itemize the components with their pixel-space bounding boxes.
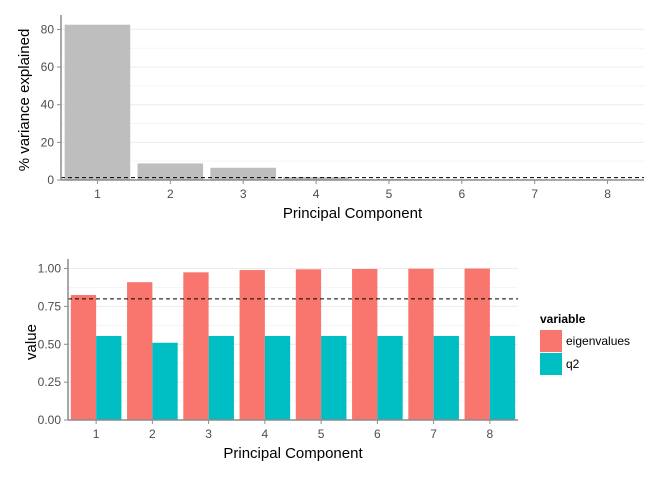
p2-y-axis-title: value — [23, 324, 40, 360]
p1-y-axis-title: % variance explained — [16, 29, 33, 172]
p1-x-tick-label: 4 — [313, 187, 320, 201]
eigenvalues-q2-chart: 0.00 0.25 0.50 0.75 1.00 1 2 3 4 5 6 7 8 Principal … — [23, 259, 630, 462]
legend-label-q2: q2 — [566, 357, 580, 371]
variance-explained-chart: 0 20 40 60 80 1 2 3 4 5 6 7 8 Principal Component %… — [16, 15, 644, 222]
p1-bar — [137, 163, 204, 180]
p1-x-tick-label: 6 — [458, 187, 465, 201]
p1-x-tick-label: 3 — [240, 187, 247, 201]
p2-bar-q2 — [208, 335, 234, 420]
p2-x-tick-label: 6 — [374, 427, 381, 441]
p2-bar-eigenvalues — [239, 270, 265, 420]
p1-x-tick-label: 7 — [531, 187, 538, 201]
p2-x-tick-label: 2 — [149, 427, 156, 441]
p2-x-tick-label: 3 — [205, 427, 212, 441]
p2-bar-q2 — [321, 335, 347, 420]
p1-x-ticks: 1 2 3 4 5 6 7 8 — [94, 180, 611, 201]
p2-y-tick-label: 0.50 — [38, 337, 62, 351]
p1-bar — [210, 167, 276, 180]
p2-x-tick-label: 5 — [318, 427, 325, 441]
p2-y-tick-label: 0.75 — [38, 299, 62, 313]
p2-bar-q2 — [152, 342, 178, 420]
p2-x-axis-title: Principal Component — [223, 445, 363, 462]
legend-swatch-eigenvalues — [540, 330, 562, 352]
p2-bar-q2 — [264, 335, 291, 420]
p2-x-tick-label: 8 — [487, 427, 494, 441]
p1-y-ticks: 0 20 40 60 80 — [41, 22, 61, 187]
p1-bars — [64, 24, 641, 180]
p1-bar — [283, 177, 349, 180]
p1-x-axis-title: Principal Component — [283, 205, 423, 222]
p1-x-tick-label: 8 — [604, 187, 611, 201]
p2-bar-eigenvalues — [127, 282, 153, 420]
p2-y-tick-label: 1.00 — [38, 262, 62, 276]
p2-x-tick-label: 1 — [93, 427, 100, 441]
p2-bar-eigenvalues — [408, 268, 434, 420]
p2-bar-q2 — [433, 335, 459, 420]
p1-y-tick-label: 60 — [41, 60, 55, 74]
p2-x-ticks: 1 2 3 4 5 6 7 8 — [93, 420, 494, 441]
p1-x-tick-label: 2 — [167, 187, 174, 201]
p2-x-tick-label: 4 — [262, 427, 269, 441]
legend-items: eigenvalues q2 — [540, 330, 630, 375]
p2-x-tick-label: 7 — [430, 427, 437, 441]
p2-bar-eigenvalues — [295, 269, 322, 420]
legend-label-eigenvalues: eigenvalues — [566, 334, 630, 348]
p1-y-tick-label: 80 — [41, 22, 55, 36]
legend-swatch-q2 — [540, 353, 562, 375]
p1-x-tick-label: 1 — [94, 187, 101, 201]
legend: variable eigenvalues q2 — [540, 312, 630, 375]
legend-title: variable — [540, 312, 586, 326]
p2-bar-q2 — [96, 335, 122, 420]
p1-bar — [64, 24, 131, 180]
p2-bar-eigenvalues — [70, 295, 97, 420]
p2-bar-eigenvalues — [183, 272, 209, 420]
p2-y-ticks: 0.00 0.25 0.50 0.75 1.00 — [38, 262, 68, 427]
p1-y-tick-label: 20 — [41, 135, 55, 149]
p1-gridlines — [61, 28, 644, 181]
p2-bar-q2 — [489, 335, 516, 420]
p1-y-tick-label: 0 — [47, 173, 54, 187]
p2-bar-eigenvalues — [352, 268, 378, 420]
p2-bars — [70, 268, 516, 420]
p1-x-tick-label: 5 — [386, 187, 393, 201]
p2-y-tick-label: 0.00 — [38, 413, 62, 427]
p2-bar-eigenvalues — [464, 268, 490, 420]
p2-bar-q2 — [377, 335, 403, 420]
p1-y-tick-label: 40 — [41, 98, 55, 112]
p2-y-tick-label: 0.25 — [38, 375, 62, 389]
